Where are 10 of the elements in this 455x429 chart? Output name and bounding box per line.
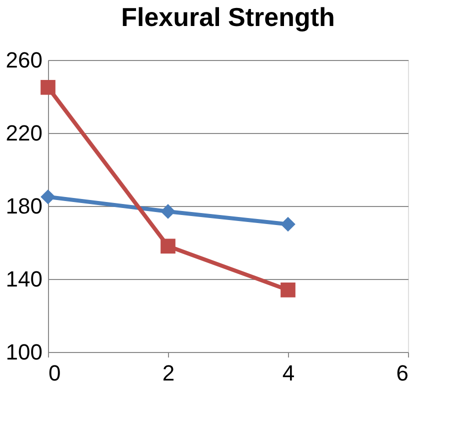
y-tick-label: 100 <box>6 340 42 364</box>
y-tick-label: 220 <box>6 120 42 146</box>
y-tick-label: 140 <box>6 266 42 292</box>
x-tick-label: 2 <box>162 360 175 386</box>
chart-title: Flexural Strength <box>121 2 335 32</box>
y-tick-label: 260 <box>6 48 42 72</box>
x-tick-label: 0 <box>48 360 61 386</box>
x-tick-label: 4 <box>282 360 295 386</box>
y-tick-label: 180 <box>6 194 42 218</box>
x-tick-label: 6 <box>396 360 408 386</box>
